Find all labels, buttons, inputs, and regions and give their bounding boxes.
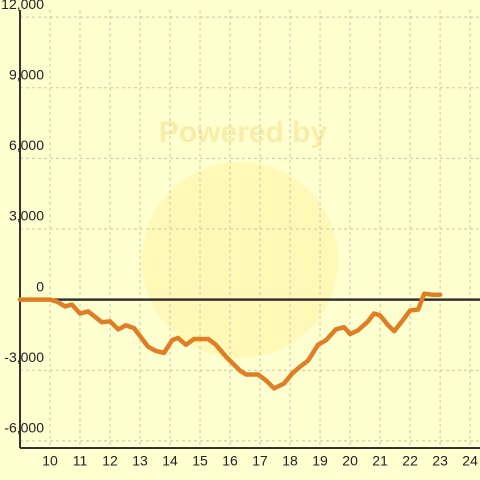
y-tick-label: -6,000 [4,420,44,436]
x-tick-label: 23 [432,453,448,469]
x-tick-label: 11 [73,453,88,469]
y-tick-label: 12,000 [1,0,44,12]
data-line [17,291,443,391]
y-tick-label: 3,000 [9,208,44,224]
x-tick-label: 24 [462,453,478,469]
x-tick-label: 20 [342,453,358,469]
x-tick-label: 19 [312,453,328,469]
y-tick-label: -3,000 [4,349,44,365]
x-tick-label: 18 [282,453,298,469]
x-tick-label: 13 [132,453,148,469]
x-tick-label: 16 [222,453,238,469]
x-tick-label: 15 [192,453,208,469]
x-tick-label: 10 [42,453,58,469]
watermark: Powered by [159,116,328,149]
x-tick-label: 17 [252,453,268,469]
y-tick-label: 9,000 [9,66,44,82]
x-tick-label: 12 [102,453,118,469]
watermark-logo [142,162,338,358]
x-tick-label: 14 [162,453,178,469]
y-tick-label: 0 [36,278,44,294]
y-tick-label: 6,000 [9,137,44,153]
x-tick-label: 22 [402,453,418,469]
x-tick-label: 21 [372,453,388,469]
